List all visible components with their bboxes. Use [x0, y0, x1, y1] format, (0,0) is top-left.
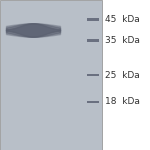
Text: 25  kDa: 25 kDa [105, 70, 140, 80]
Text: 35  kDa: 35 kDa [105, 36, 140, 45]
Bar [87, 39, 99, 42]
Bar [87, 101, 99, 103]
Bar [87, 18, 99, 21]
Text: 45  kDa: 45 kDa [105, 15, 140, 24]
Text: 18  kDa: 18 kDa [105, 98, 140, 106]
Bar [87, 74, 99, 76]
Bar [0, 0, 102, 150]
